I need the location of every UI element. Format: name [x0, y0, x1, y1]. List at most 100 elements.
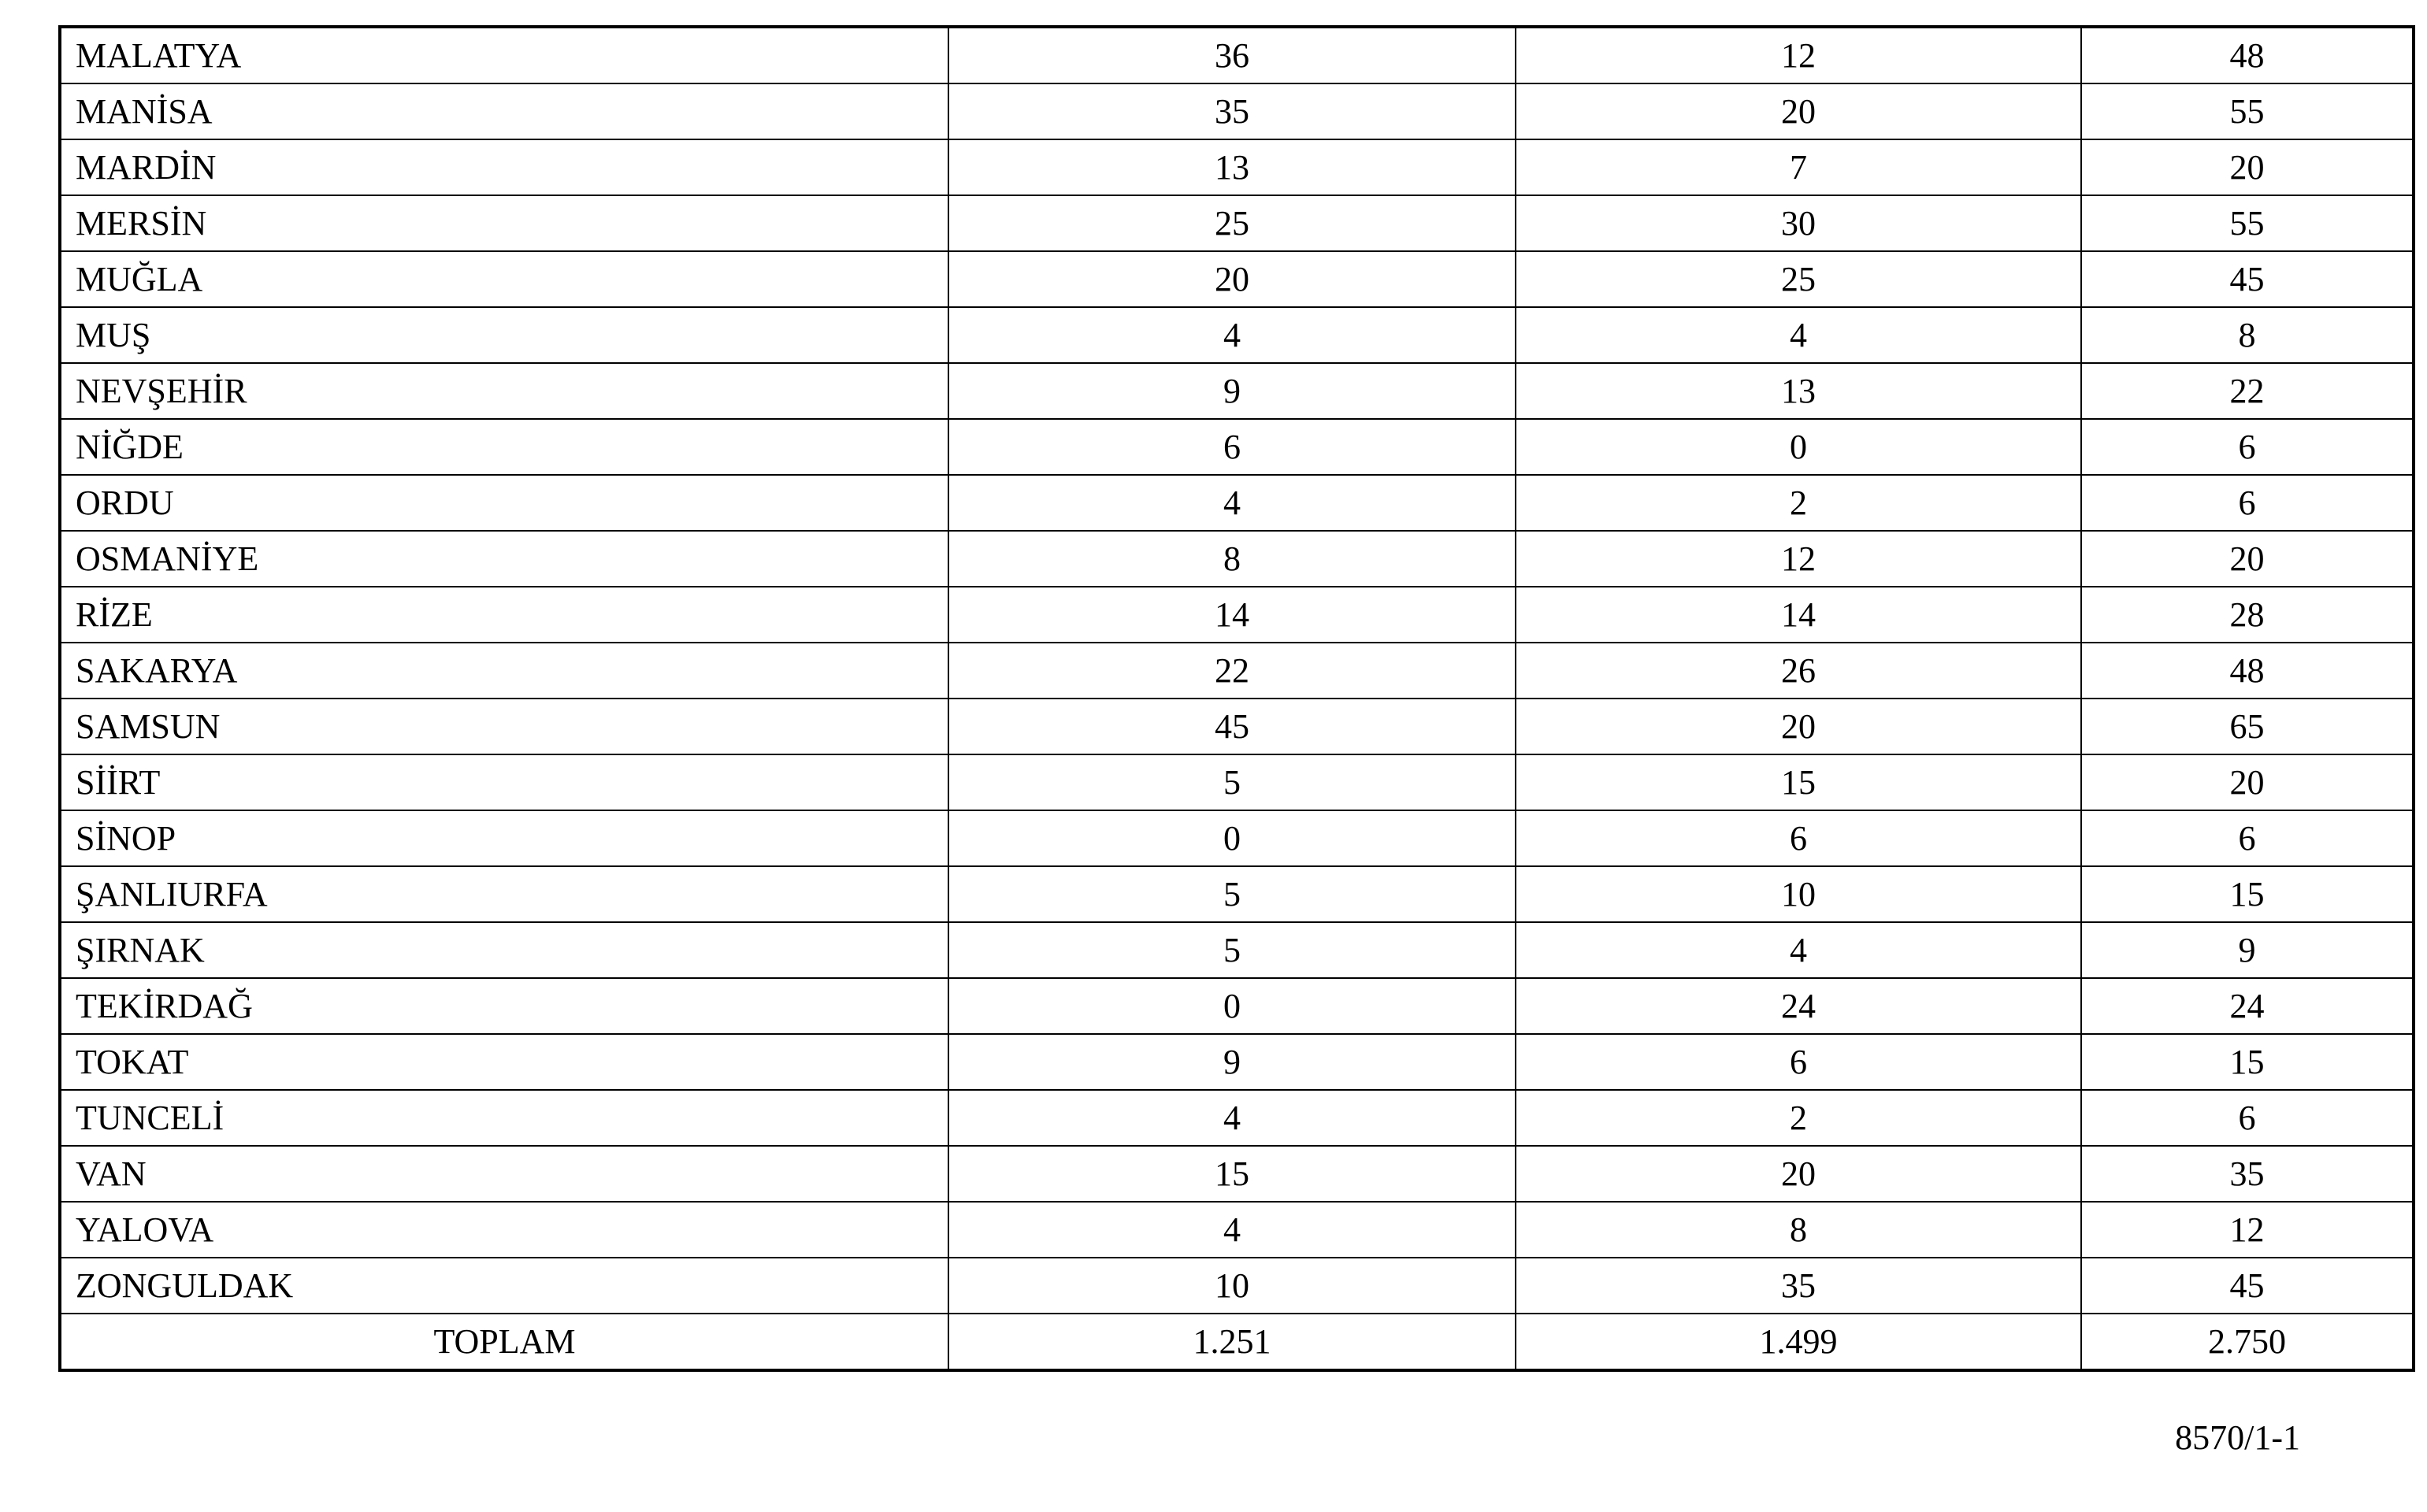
table-row: YALOVA 4 8 12 [59, 1201, 2414, 1258]
value-cell-3: 6 [2080, 474, 2414, 532]
value-cell-1: 22 [948, 642, 1516, 699]
value-cell-1: 35 [948, 83, 1516, 140]
province-name: NİĞDE [59, 418, 949, 476]
value-cell-3: 2.750 [2080, 1313, 2414, 1371]
value-cell-1: 5 [948, 754, 1516, 811]
value-cell-3: 9 [2080, 921, 2414, 979]
value-cell-3: 65 [2080, 698, 2414, 755]
table-row: RİZE 14 14 28 [59, 586, 2414, 643]
province-name: NEVŞEHİR [59, 362, 949, 420]
value-cell-3: 45 [2080, 1257, 2414, 1314]
value-cell-1: 4 [948, 306, 1516, 364]
value-cell-2: 20 [1515, 698, 2082, 755]
total-row: TOPLAM 1.251 1.499 2.750 [59, 1313, 2414, 1371]
province-name: SİNOP [59, 810, 949, 867]
province-name: ŞANLIURFA [59, 865, 949, 923]
value-cell-1: 14 [948, 586, 1516, 643]
value-cell-2: 12 [1515, 26, 2082, 84]
table-row: MARDİN 13 7 20 [59, 139, 2414, 196]
value-cell-2: 2 [1515, 1089, 2082, 1147]
value-cell-2: 25 [1515, 250, 2082, 308]
table-row: MANİSA 35 20 55 [59, 83, 2414, 140]
value-cell-1: 4 [948, 1201, 1516, 1258]
table-body: MALATYA 36 12 48 MANİSA 35 20 55 MARDİN 13 7 20 MERS… [59, 26, 2414, 1371]
value-cell-2: 15 [1515, 754, 2082, 811]
value-cell-2: 35 [1515, 1257, 2082, 1314]
table-row: NİĞDE 6 0 6 [59, 418, 2414, 476]
value-cell-1: 4 [948, 1089, 1516, 1147]
province-name: SAKARYA [59, 642, 949, 699]
value-cell-1: 10 [948, 1257, 1516, 1314]
value-cell-3: 28 [2080, 586, 2414, 643]
table-row: ŞANLIURFA 5 10 15 [59, 865, 2414, 923]
table-row: NEVŞEHİR 9 13 22 [59, 362, 2414, 420]
value-cell-2: 0 [1515, 418, 2082, 476]
value-cell-1: 0 [948, 977, 1516, 1035]
value-cell-3: 6 [2080, 418, 2414, 476]
value-cell-2: 13 [1515, 362, 2082, 420]
value-cell-2: 4 [1515, 306, 2082, 364]
table-row: SAMSUN 45 20 65 [59, 698, 2414, 755]
table-row: SAKARYA 22 26 48 [59, 642, 2414, 699]
province-name: MERSİN [59, 195, 949, 252]
value-cell-3: 48 [2080, 642, 2414, 699]
province-name: YALOVA [59, 1201, 949, 1258]
document-number: 8570/1-1 [2175, 1418, 2300, 1457]
value-cell-2: 20 [1515, 83, 2082, 140]
province-name: RİZE [59, 586, 949, 643]
table-row: MALATYA 36 12 48 [59, 26, 2414, 84]
value-cell-2: 4 [1515, 921, 2082, 979]
value-cell-3: 6 [2080, 810, 2414, 867]
value-cell-2: 12 [1515, 530, 2082, 587]
value-cell-1: 36 [948, 26, 1516, 84]
value-cell-3: 15 [2080, 1033, 2414, 1091]
province-name: VAN [59, 1145, 949, 1203]
value-cell-2: 30 [1515, 195, 2082, 252]
table-row: ŞIRNAK 5 4 9 [59, 921, 2414, 979]
value-cell-3: 15 [2080, 865, 2414, 923]
value-cell-1: 25 [948, 195, 1516, 252]
province-name: MALATYA [59, 26, 949, 84]
table-row: SİİRT 5 15 20 [59, 754, 2414, 811]
value-cell-3: 8 [2080, 306, 2414, 364]
table-row: OSMANİYE 8 12 20 [59, 530, 2414, 587]
value-cell-3: 55 [2080, 195, 2414, 252]
value-cell-3: 22 [2080, 362, 2414, 420]
value-cell-1: 8 [948, 530, 1516, 587]
value-cell-2: 14 [1515, 586, 2082, 643]
value-cell-1: 9 [948, 1033, 1516, 1091]
province-name: TUNCELİ [59, 1089, 949, 1147]
value-cell-1: 20 [948, 250, 1516, 308]
province-name: MARDİN [59, 139, 949, 196]
value-cell-2: 8 [1515, 1201, 2082, 1258]
value-cell-3: 20 [2080, 530, 2414, 587]
table-row: SİNOP 0 6 6 [59, 810, 2414, 867]
value-cell-1: 5 [948, 865, 1516, 923]
value-cell-2: 20 [1515, 1145, 2082, 1203]
value-cell-3: 6 [2080, 1089, 2414, 1147]
table-row: TEKİRDAĞ 0 24 24 [59, 977, 2414, 1035]
table-row: ORDU 4 2 6 [59, 474, 2414, 532]
value-cell-3: 20 [2080, 139, 2414, 196]
value-cell-2: 24 [1515, 977, 2082, 1035]
value-cell-1: 13 [948, 139, 1516, 196]
value-cell-1: 1.251 [948, 1313, 1516, 1371]
province-name: TOKAT [59, 1033, 949, 1091]
province-name: ZONGULDAK [59, 1257, 949, 1314]
value-cell-1: 9 [948, 362, 1516, 420]
value-cell-1: 5 [948, 921, 1516, 979]
province-table: MALATYA 36 12 48 MANİSA 35 20 55 MARDİN 13 7 20 MERS… [58, 25, 2415, 1372]
table-row: TUNCELİ 4 2 6 [59, 1089, 2414, 1147]
table-row: MUĞLA 20 25 45 [59, 250, 2414, 308]
value-cell-2: 1.499 [1515, 1313, 2082, 1371]
value-cell-2: 10 [1515, 865, 2082, 923]
province-name: MUĞLA [59, 250, 949, 308]
table-row: TOKAT 9 6 15 [59, 1033, 2414, 1091]
value-cell-2: 6 [1515, 810, 2082, 867]
value-cell-3: 55 [2080, 83, 2414, 140]
value-cell-3: 20 [2080, 754, 2414, 811]
value-cell-2: 6 [1515, 1033, 2082, 1091]
province-name: SAMSUN [59, 698, 949, 755]
table-row: ZONGULDAK 10 35 45 [59, 1257, 2414, 1314]
province-name: MUŞ [59, 306, 949, 364]
